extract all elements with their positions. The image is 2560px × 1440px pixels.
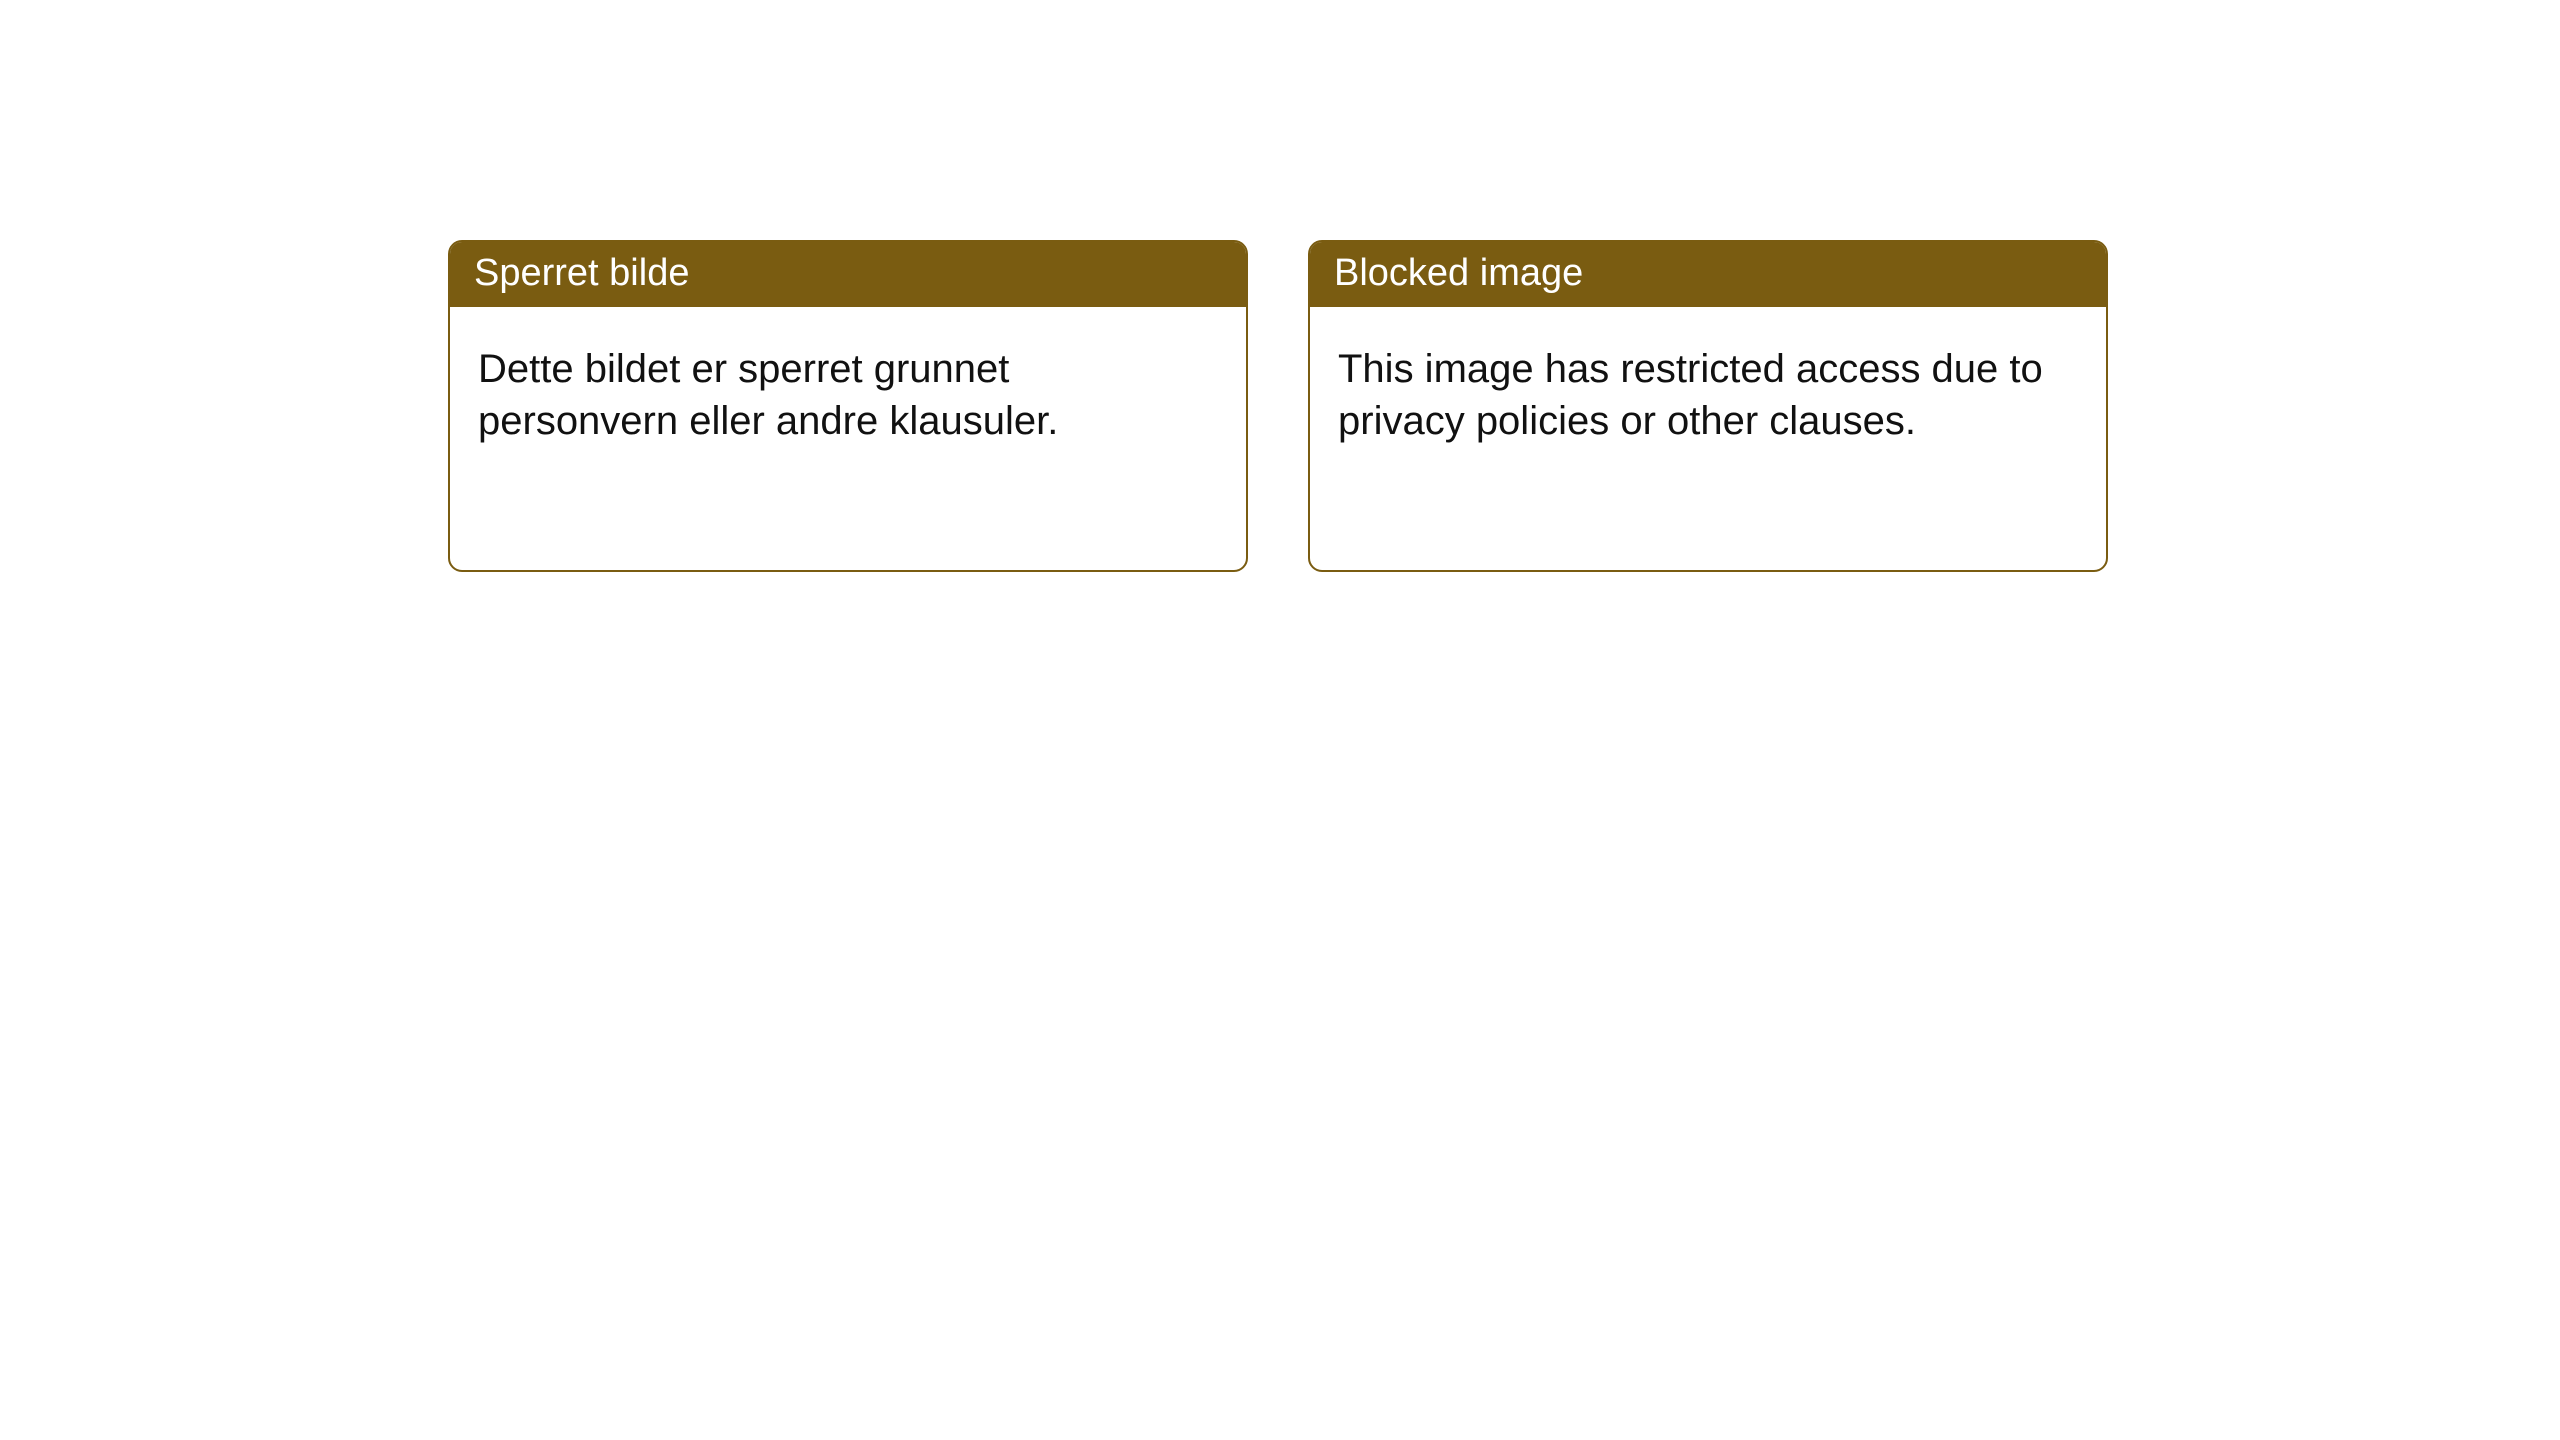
notice-title: Sperret bilde <box>450 242 1246 307</box>
notice-body: Dette bildet er sperret grunnet personve… <box>450 307 1246 475</box>
notice-body: This image has restricted access due to … <box>1310 307 2106 475</box>
notice-title: Blocked image <box>1310 242 2106 307</box>
notice-container: Sperret bilde Dette bildet er sperret gr… <box>0 0 2560 572</box>
notice-card-english: Blocked image This image has restricted … <box>1308 240 2108 572</box>
notice-card-norwegian: Sperret bilde Dette bildet er sperret gr… <box>448 240 1248 572</box>
